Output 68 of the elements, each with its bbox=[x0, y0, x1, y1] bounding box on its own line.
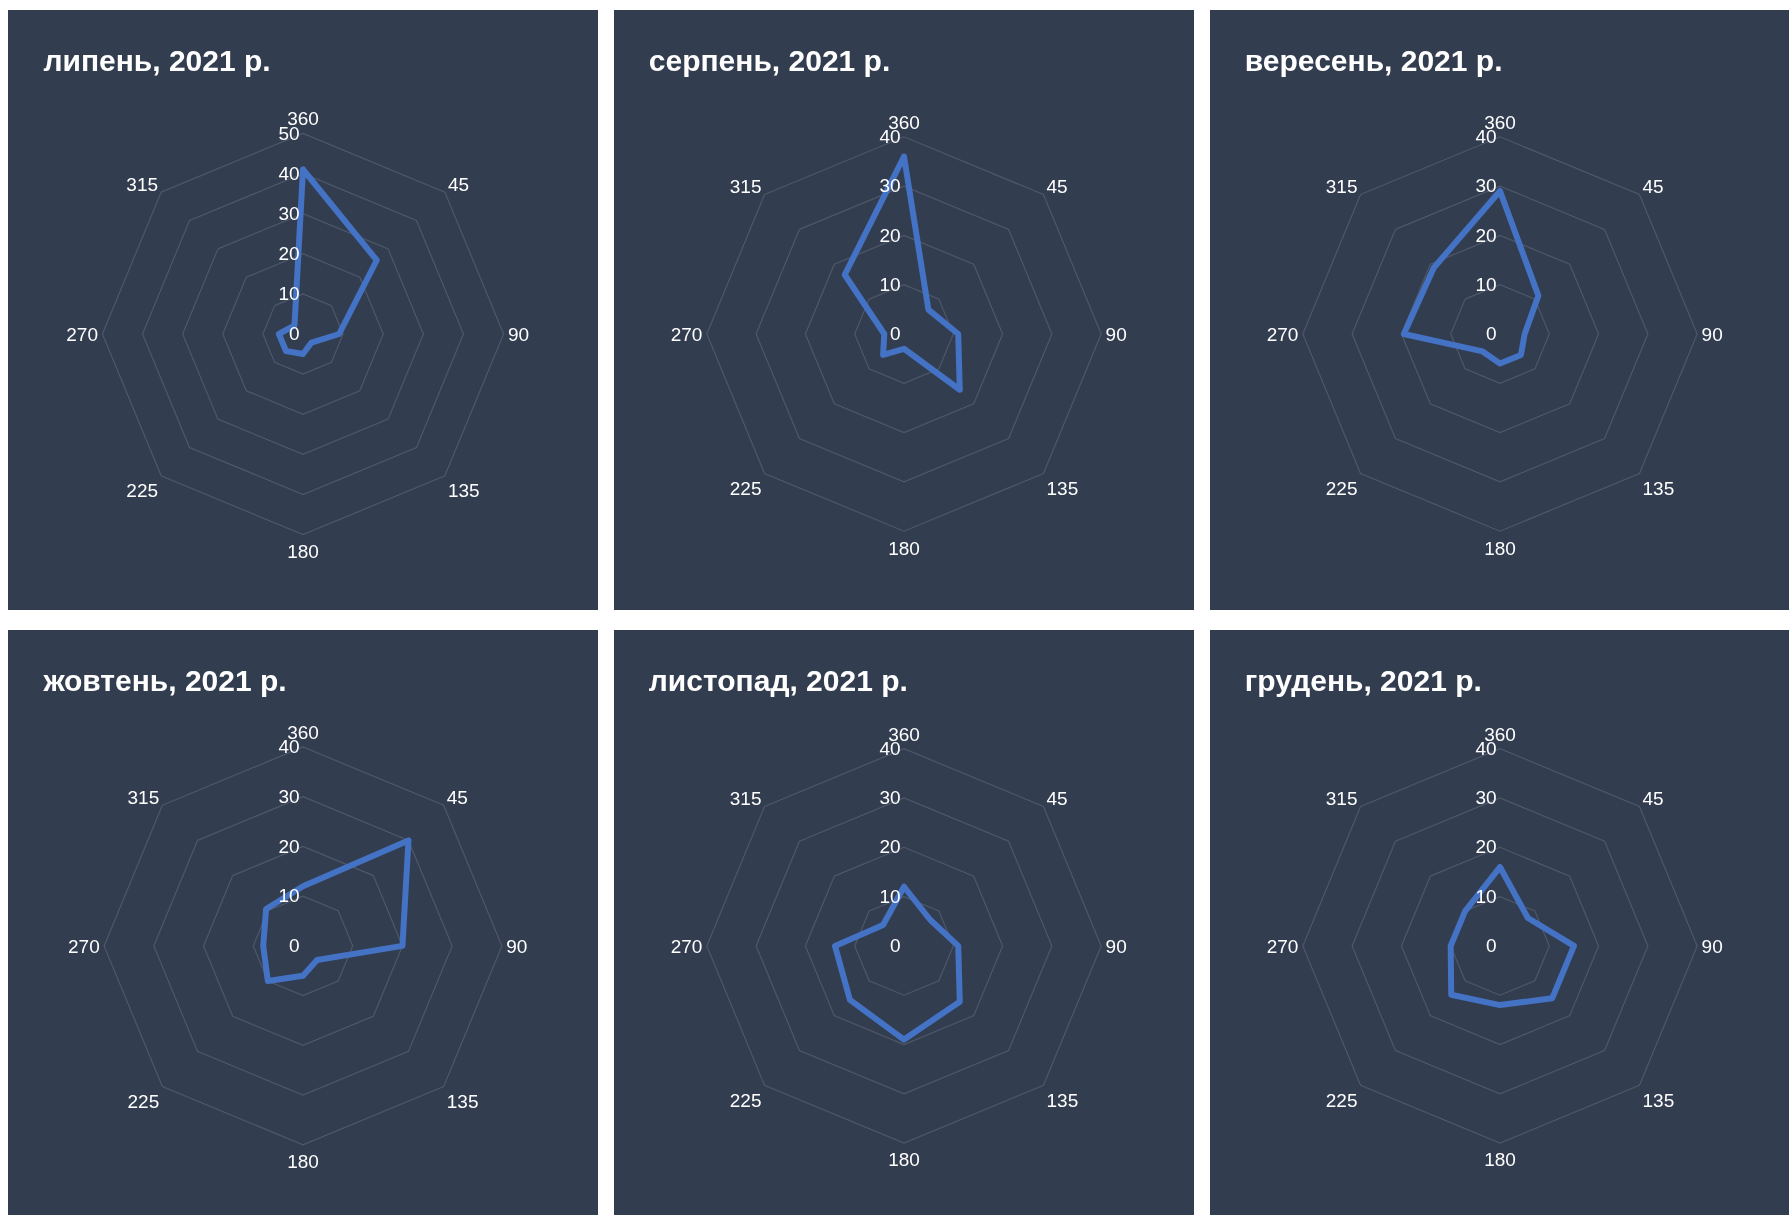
y-tick-label: 20 bbox=[278, 835, 300, 857]
y-tick-label: 20 bbox=[1475, 836, 1497, 858]
spoke-label: 135 bbox=[1046, 1089, 1079, 1111]
spoke-label: 90 bbox=[1701, 323, 1723, 345]
y-tick-label: 20 bbox=[879, 836, 901, 858]
spoke-label: 180 bbox=[888, 1149, 920, 1171]
y-tick-label: 10 bbox=[278, 885, 300, 907]
spoke-label: 315 bbox=[1325, 788, 1358, 810]
y-tick-label: 0 bbox=[1486, 935, 1497, 957]
spoke-label: 270 bbox=[1266, 323, 1299, 345]
spoke-label: 270 bbox=[1266, 935, 1299, 957]
spoke-label: 180 bbox=[1484, 537, 1516, 559]
y-tick-label: 30 bbox=[278, 785, 300, 807]
spoke-label: 225 bbox=[1325, 1089, 1358, 1111]
chart-title: липень, 2021 р. bbox=[43, 43, 271, 77]
spoke-label: 45 bbox=[1046, 788, 1068, 810]
spoke-label: 45 bbox=[1642, 176, 1664, 198]
chart-title: грудень, 2021 р. bbox=[1244, 663, 1482, 697]
spoke-label: 315 bbox=[729, 176, 762, 198]
spoke-label: 225 bbox=[729, 1089, 762, 1111]
y-tick-label: 10 bbox=[1475, 885, 1497, 907]
y-tick-label: 40 bbox=[278, 162, 300, 184]
spoke-label: 90 bbox=[508, 323, 530, 345]
y-tick-label: 10 bbox=[879, 273, 901, 295]
spoke-label: 315 bbox=[1325, 176, 1358, 198]
spoke-label: 90 bbox=[506, 935, 528, 957]
spoke-label: 135 bbox=[1642, 1089, 1675, 1111]
spoke-label: 180 bbox=[888, 537, 920, 559]
y-tick-label: 20 bbox=[879, 224, 901, 246]
spoke-label: 135 bbox=[1046, 477, 1079, 499]
spoke-label: 135 bbox=[446, 1090, 479, 1112]
spoke-label: 135 bbox=[1642, 477, 1675, 499]
spoke-label: 45 bbox=[1046, 176, 1068, 198]
y-tick-label: 0 bbox=[890, 323, 901, 345]
y-tick-label: 0 bbox=[890, 935, 901, 957]
spoke-label: 315 bbox=[729, 788, 762, 810]
chart-title: вересень, 2021 р. bbox=[1244, 43, 1503, 77]
spoke-label: 270 bbox=[670, 935, 703, 957]
spoke-label: 180 bbox=[287, 541, 319, 562]
chart-title: листопад, 2021 р. bbox=[648, 663, 908, 697]
spoke-label: 270 bbox=[670, 323, 703, 345]
chart-title: жовтень, 2021 р. bbox=[42, 663, 287, 697]
y-tick-label: 10 bbox=[1475, 273, 1497, 295]
spoke-label: 270 bbox=[66, 323, 98, 345]
y-tick-label: 0 bbox=[289, 323, 300, 345]
spoke-label: 225 bbox=[1325, 477, 1358, 499]
spoke-label: 90 bbox=[1701, 935, 1723, 957]
y-tick-label: 30 bbox=[879, 787, 901, 809]
spoke-label: 135 bbox=[447, 480, 480, 502]
spoke-label: 45 bbox=[446, 787, 468, 809]
y-tick-label: 20 bbox=[1475, 224, 1497, 246]
spoke-label: 315 bbox=[127, 787, 160, 809]
y-tick-label: 30 bbox=[1475, 787, 1497, 809]
spoke-label: 180 bbox=[287, 1151, 319, 1173]
spoke-label: 225 bbox=[126, 480, 159, 502]
spoke-label: 180 bbox=[1484, 1149, 1516, 1171]
spoke-label: 225 bbox=[127, 1090, 160, 1112]
spoke-label: 270 bbox=[68, 935, 100, 957]
spoke-label: 45 bbox=[447, 174, 470, 196]
spoke-label: 45 bbox=[1642, 788, 1664, 810]
y-tick-label: 30 bbox=[1475, 175, 1497, 197]
y-tick-label: 0 bbox=[1486, 323, 1497, 345]
spoke-label: 315 bbox=[126, 174, 159, 196]
spoke-label: 90 bbox=[1105, 323, 1127, 345]
spoke-label: 225 bbox=[729, 477, 762, 499]
chart-title: серпень, 2021 р. bbox=[648, 43, 891, 77]
spoke-label: 90 bbox=[1105, 935, 1127, 957]
y-tick-label: 0 bbox=[289, 935, 300, 957]
